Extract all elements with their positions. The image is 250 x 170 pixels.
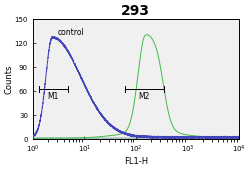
Title: 293: 293 [121,4,150,18]
X-axis label: FL1-H: FL1-H [124,157,148,166]
Y-axis label: Counts: Counts [4,65,13,94]
Text: M1: M1 [48,91,59,100]
Text: control: control [58,28,84,37]
Text: M2: M2 [139,91,150,100]
